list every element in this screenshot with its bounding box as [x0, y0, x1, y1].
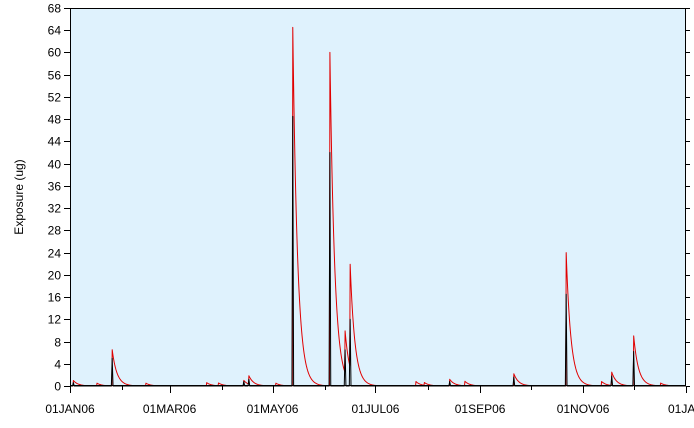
- y-tick-label: 32: [48, 202, 62, 216]
- y-tick-label: 4: [54, 358, 61, 372]
- y-tick-label: 60: [48, 46, 62, 60]
- y-tick-label: 68: [48, 2, 62, 16]
- x-tick-label: 01MAR06: [143, 402, 197, 416]
- x-tick-label: 01MAY06: [247, 402, 299, 416]
- y-tick-label: 20: [48, 269, 62, 283]
- y-tick-label: 8: [54, 336, 61, 350]
- y-tick-label: 16: [48, 291, 62, 305]
- y-tick-label: 12: [48, 313, 62, 327]
- x-tick-label: 01NOV06: [557, 402, 610, 416]
- axes-layer: 04812162024283236404448525660646801JAN06…: [45, 2, 694, 417]
- y-tick-label: 64: [48, 24, 62, 38]
- y-tick-label: 48: [48, 113, 62, 127]
- y-tick-label: 40: [48, 158, 62, 172]
- y-tick-label: 44: [48, 135, 62, 149]
- y-tick-label: 52: [48, 91, 62, 105]
- y-tick-label: 28: [48, 224, 62, 238]
- x-tick-label: 01SEP06: [455, 402, 506, 416]
- plot-frame: [70, 8, 686, 386]
- y-tick-label: 0: [54, 380, 61, 394]
- x-tick-label: 01JAN06: [45, 402, 95, 416]
- y-tick-label: 36: [48, 180, 62, 194]
- y-tick-label: 24: [48, 247, 62, 261]
- y-tick-label: 56: [48, 69, 62, 83]
- plot-area: [70, 8, 686, 386]
- x-tick-label: 01JAN: [668, 402, 694, 416]
- x-tick-label: 01JUL06: [351, 402, 399, 416]
- y-axis-label: Exposure (ug): [12, 159, 26, 234]
